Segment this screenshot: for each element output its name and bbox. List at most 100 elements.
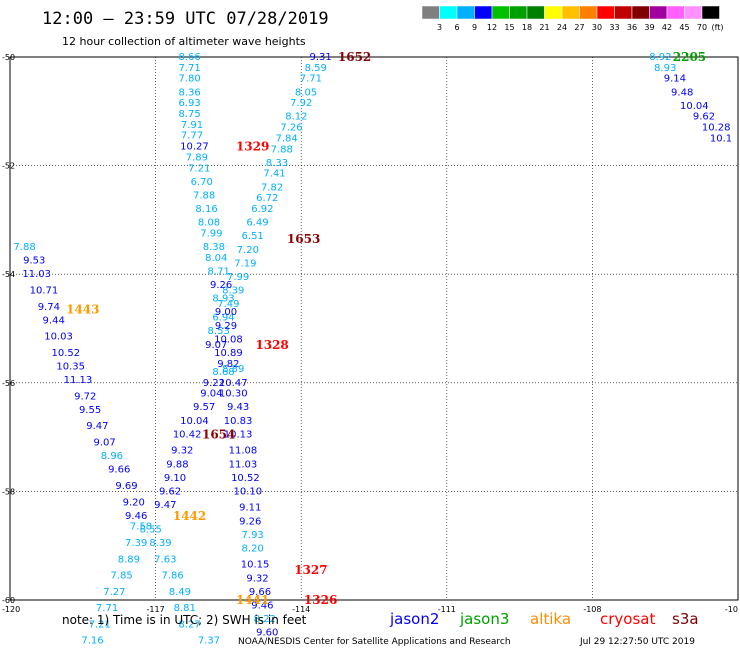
swh-value: 7.93: [242, 530, 264, 541]
legend-label: 24: [557, 23, 567, 32]
swh-value: 7.39: [125, 538, 147, 549]
x-tick-label: -108: [583, 605, 601, 614]
legend-swatch: [579, 5, 598, 20]
legend-label: 39: [644, 23, 654, 32]
swh-value: 9.74: [38, 302, 60, 313]
swh-value: 8.53: [208, 326, 230, 337]
swh-value: 6.72: [256, 193, 278, 204]
swh-value: 7.71: [178, 63, 200, 74]
legend-swatch: [631, 5, 650, 20]
swh-value: 9.48: [671, 87, 693, 98]
pass-time-label: 1443: [66, 302, 99, 316]
y-tick-label: -58: [2, 487, 15, 496]
swh-value: 7.37: [198, 636, 220, 647]
legend-swatch: [701, 5, 720, 20]
legend-swatch: [439, 5, 458, 20]
swh-value: 10.03: [44, 332, 73, 343]
satellite-jason3: jason3: [459, 610, 509, 628]
legend-label: 33: [609, 23, 619, 32]
credit-line: NOAA/NESDIS Center for Satellite Applica…: [238, 637, 511, 647]
swh-value: 8.33: [266, 158, 288, 169]
legend-swatch: [491, 5, 510, 20]
swh-value: 8.27: [178, 619, 200, 630]
swh-value: 8.22: [254, 614, 276, 625]
swh-value: 9.47: [154, 500, 176, 511]
y-tick-label: -50: [2, 53, 15, 62]
swh-value: 6.49: [246, 218, 268, 229]
swh-value: 7.63: [154, 554, 176, 565]
swh-value: 10.35: [56, 362, 85, 373]
swh-value: 8.93: [654, 63, 676, 74]
swh-value: 8.38: [203, 242, 225, 253]
swh-value: 8.20: [242, 543, 264, 554]
satellite-legend: jason2 jason3 altika cryosat s3a: [389, 610, 699, 628]
footer-note: note: 1) Time is in UTC; 2) SWH is in fe…: [62, 613, 307, 627]
swh-value: 9.66: [108, 465, 130, 476]
swh-value: 10.89: [214, 348, 243, 359]
swh-value: 8.05: [295, 87, 317, 98]
swh-value: 8.59: [305, 63, 327, 74]
swh-value: 8.68: [212, 367, 234, 378]
legend-swatch: [509, 5, 528, 20]
swh-value: 8.89: [222, 364, 244, 375]
swh-value: 8.55: [140, 524, 162, 535]
legend-label: (ft): [711, 23, 723, 32]
swh-value: 8.93: [212, 294, 234, 305]
legend-swatch: [544, 5, 563, 20]
pass-time-label: 1654: [202, 427, 235, 441]
x-tick-label: -117: [147, 605, 165, 614]
legend-label: 12: [487, 23, 497, 32]
swh-value: 9.07: [94, 438, 116, 449]
swh-value: 8.66: [178, 52, 200, 63]
chart-title: 12:00 – 23:59 UTC 07/28/2019: [42, 9, 329, 29]
legend-label: 3: [437, 23, 442, 32]
swh-value: 6.70: [191, 177, 213, 188]
swh-value: 10.04: [680, 101, 709, 112]
swh-value: 9.22: [203, 378, 225, 389]
swh-value: 7.88: [271, 144, 293, 155]
swh-value: 10.52: [231, 473, 260, 484]
swh-value: 10.30: [219, 389, 248, 400]
swh-value: 10.42: [173, 429, 202, 440]
swh-value: 7.80: [178, 74, 200, 85]
swh-value: 9.32: [246, 573, 268, 584]
legend-label: 30: [592, 23, 602, 32]
x-tick-label: -114: [292, 605, 310, 614]
pass-time-label: 1442: [173, 509, 206, 523]
swh-value: 7.19: [234, 258, 256, 269]
swh-value: 7.84: [276, 133, 298, 144]
swh-value: 7.99: [200, 228, 222, 239]
legend-label: 6: [454, 23, 459, 32]
swh-value: 6.94: [212, 313, 234, 324]
y-tick-label: -54: [2, 270, 15, 279]
legend-swatch: [526, 5, 545, 20]
swh-value: 10.83: [224, 416, 253, 427]
swh-value: 9.88: [166, 459, 188, 470]
swh-value: 9.07: [205, 340, 227, 351]
legend-label: 36: [627, 23, 637, 32]
swh-value: 10.08: [214, 334, 243, 345]
plot-frame: [9, 56, 739, 601]
swh-value: 7.99: [227, 272, 249, 283]
swh-value: 8.39: [149, 538, 171, 549]
swh-value: 7.49: [217, 299, 239, 310]
swh-value: 9.66: [249, 587, 271, 598]
swh-value: 11.03: [229, 459, 258, 470]
swh-value: 7.27: [103, 587, 125, 598]
swh-value: 9.55: [79, 405, 101, 416]
swh-value: 10.52: [51, 348, 80, 359]
swh-value: 9.44: [43, 315, 65, 326]
pass-time-label: 1328: [255, 338, 288, 352]
satellite-s3a: s3a: [672, 610, 699, 628]
pass-time-label: 1441: [236, 593, 269, 607]
swh-value: 8.04: [205, 253, 227, 264]
swh-value: 9.32: [171, 446, 193, 457]
legend-label: 45: [679, 23, 689, 32]
pass-time-label: 1327: [294, 563, 327, 577]
swh-value: 7.20: [237, 245, 259, 256]
swh-value: 7.21: [89, 619, 111, 630]
swh-value: 7.85: [110, 571, 132, 582]
legend-label: 42: [662, 23, 672, 32]
swh-value: 10.71: [30, 285, 59, 296]
swh-value: 7.21: [188, 163, 210, 174]
